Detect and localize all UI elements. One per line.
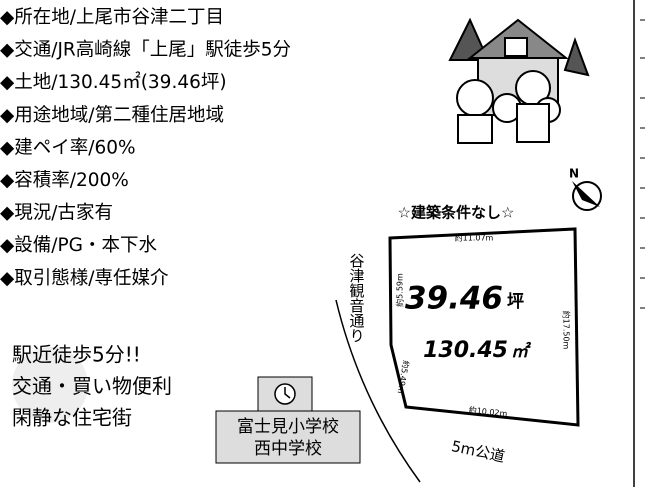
- detail-item: ◆用途地域/第二種住居地域: [0, 105, 224, 126]
- dim-left-upper: 約5.59m: [395, 273, 405, 307]
- side-road-label: 谷津観音通り: [348, 253, 366, 343]
- school-name: 西中学校: [254, 439, 322, 459]
- house-illustration: [448, 17, 590, 144]
- school-name: 富士見小学校: [237, 417, 339, 437]
- road-line: [335, 299, 421, 483]
- school-marker: [215, 376, 361, 464]
- plot: [388, 227, 580, 427]
- detail-item: ◆土地/130.45㎡(39.46坪): [0, 71, 227, 93]
- detail-item: ◆建ペイ率/60%: [0, 137, 136, 158]
- dim-right: 約17.50m: [562, 311, 572, 350]
- highlight: 交通・買い物便利: [12, 374, 172, 398]
- area-sqm-unit: ㎡: [511, 341, 532, 362]
- compass-label: N: [569, 167, 579, 181]
- highlight-deco: [12, 347, 88, 423]
- area-sqm: 130.45: [423, 338, 508, 363]
- detail-item: ◆所在地/上尾市谷津二丁目: [0, 7, 224, 28]
- detail-item: ◆現況/古家有: [0, 203, 113, 224]
- banner: ☆建築条件なし☆: [398, 204, 515, 222]
- details-list: ◆所在地/上尾市谷津二丁目 ◆交通/JR高崎線「上尾」駅徒歩5分 ◆土地/130.4…: [0, 7, 291, 289]
- dim-bottom: 約10.02m: [468, 405, 508, 419]
- compass: N: [569, 167, 602, 211]
- area-tsubo-unit: 坪: [507, 292, 524, 312]
- detail-item: ◆設備/PG・本下水: [0, 235, 157, 256]
- detail-item: ◆交通/JR高崎線「上尾」駅徒歩5分: [0, 40, 291, 61]
- detail-item: ◆取引態様/専任媒介: [0, 268, 169, 289]
- panel-dashes: [640, 19, 645, 309]
- highlight: 閑静な住宅街: [12, 406, 132, 430]
- area-tsubo: 39.46: [405, 281, 503, 317]
- dim-top: 約11.07m: [455, 233, 494, 243]
- highlight: 駅近徒歩5分!!: [12, 343, 141, 367]
- detail-item: ◆容積率/200%: [0, 170, 129, 191]
